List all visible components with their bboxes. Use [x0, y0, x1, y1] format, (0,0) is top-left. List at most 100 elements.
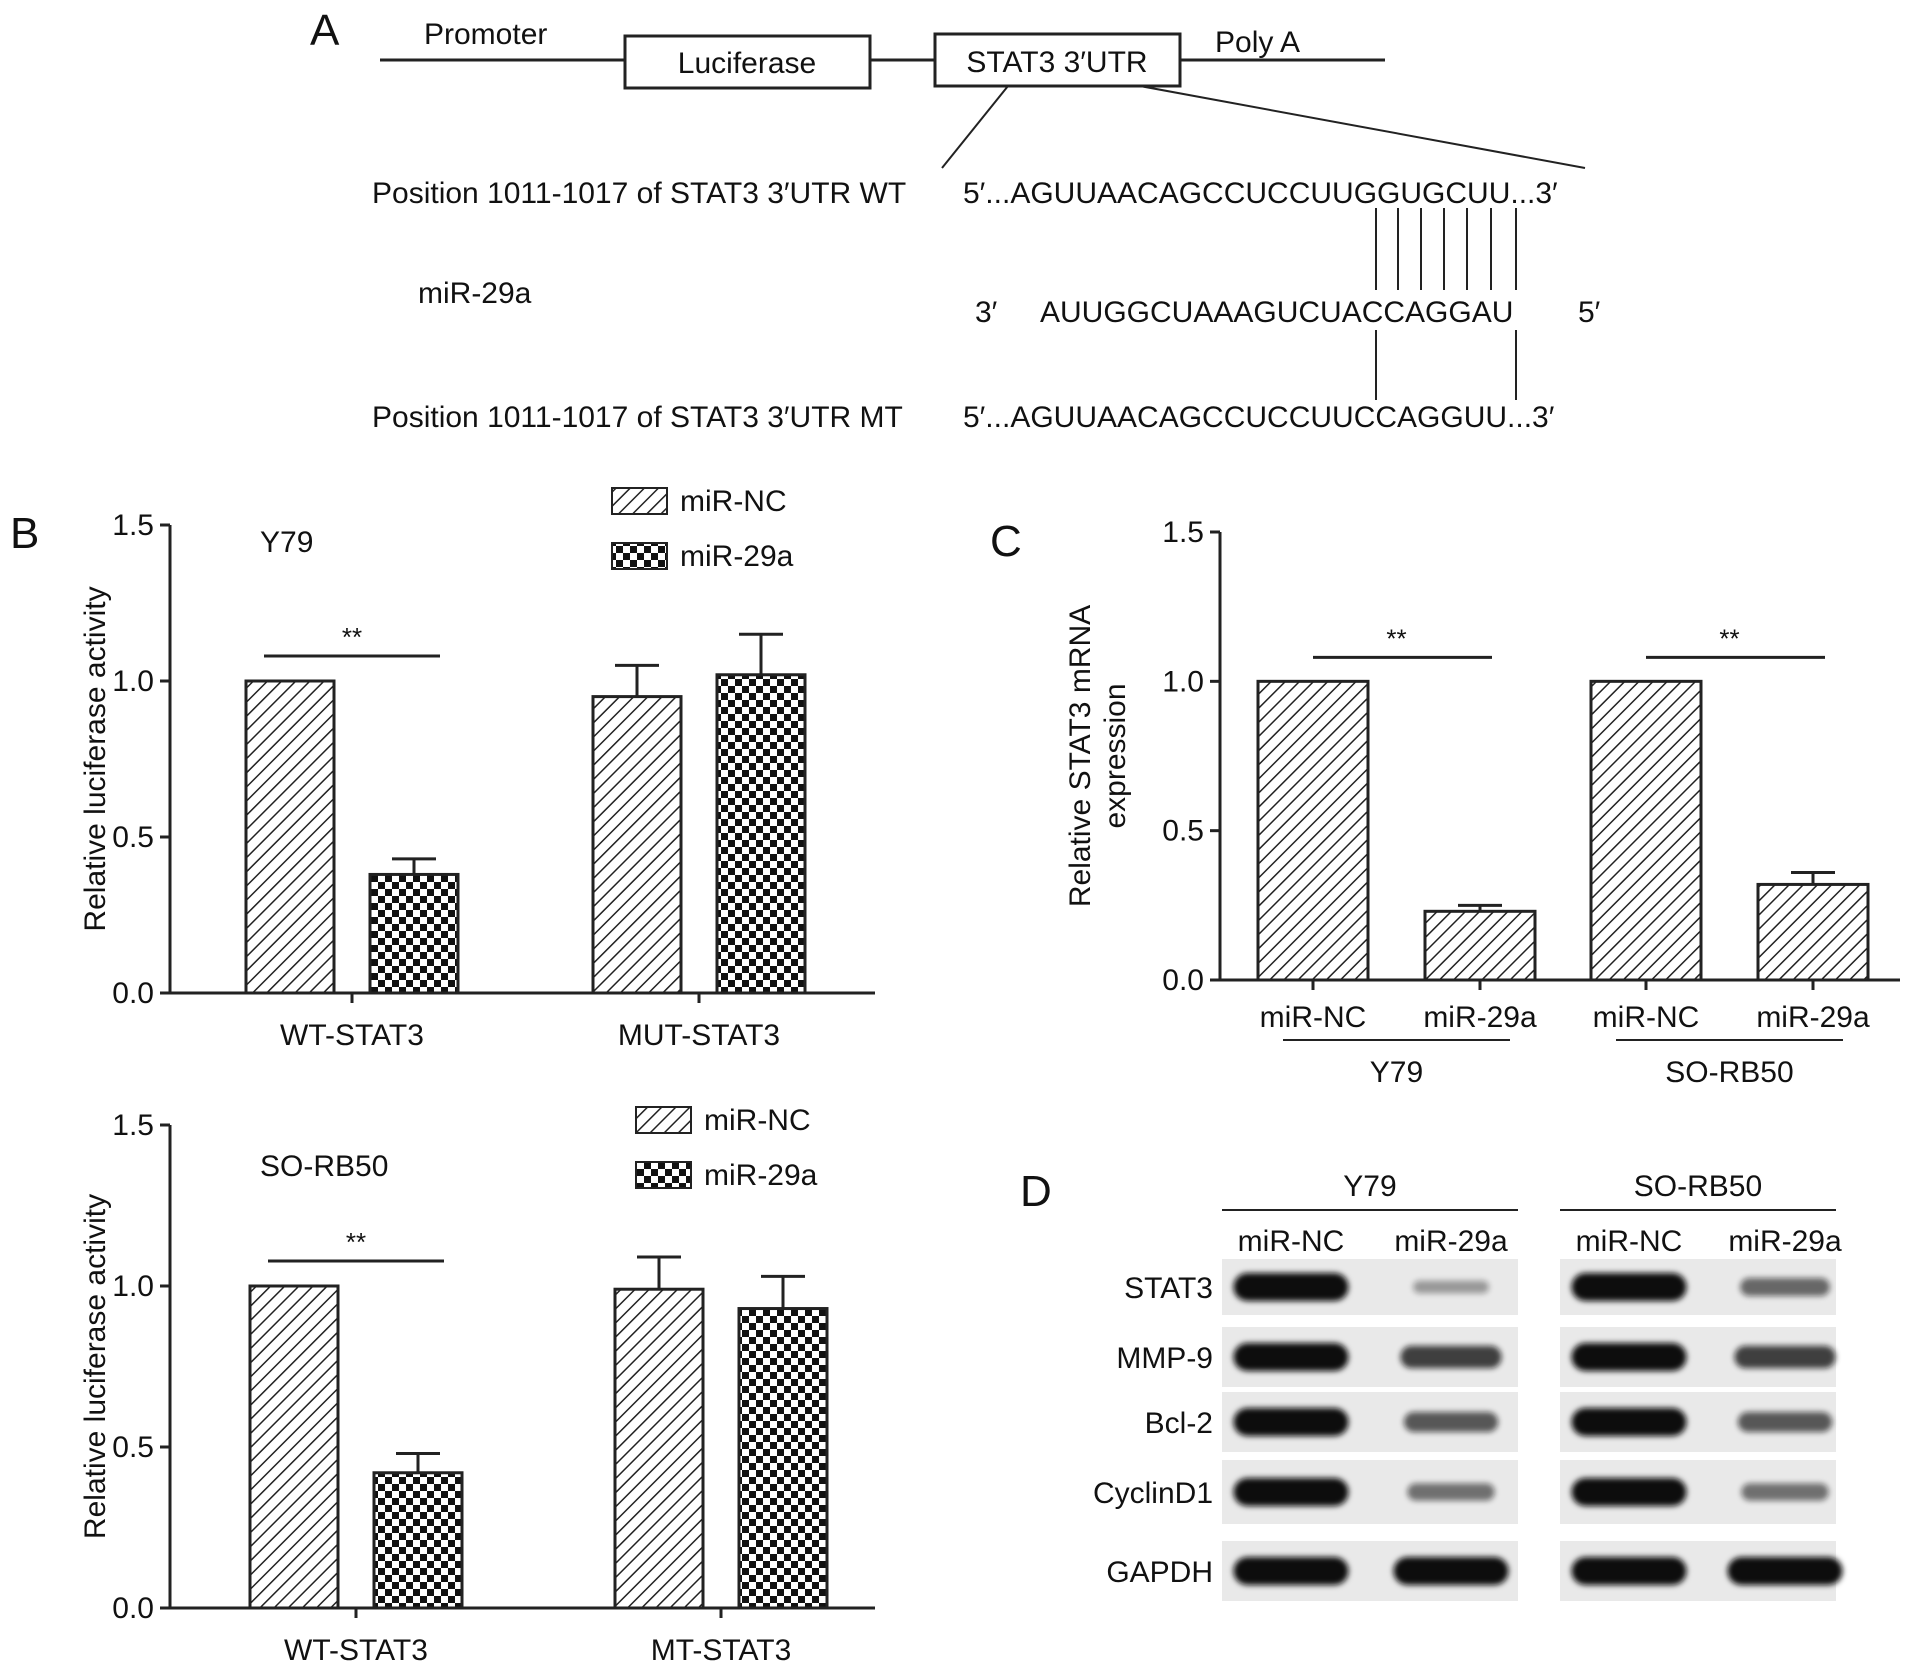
blot-band	[1734, 1345, 1836, 1369]
y-axis-title: expression	[1099, 683, 1132, 828]
bar-mir-nc	[591, 695, 683, 995]
zoom-line-left	[941, 85, 1009, 169]
bar-mir-nc	[244, 679, 336, 995]
cell-line-label: SO-RB50	[260, 1150, 388, 1183]
y-axis-title: Relative luciferase activity	[79, 586, 112, 931]
blot-band	[1727, 1557, 1843, 1585]
legend-swatch-mir-29a	[635, 1161, 692, 1189]
cell-line-label: Y79	[260, 526, 313, 559]
y-tick-label: 0.5	[112, 821, 154, 854]
panel-b-label: B	[10, 509, 39, 558]
legend-swatch-mir-29a	[611, 542, 668, 570]
blot-band	[1571, 1557, 1687, 1585]
y-tick-label: 1.5	[112, 509, 154, 542]
bar	[1589, 679, 1703, 982]
blot-band	[1233, 1478, 1349, 1506]
bar-mir-29a	[715, 673, 807, 995]
mir-name: miR-29a	[418, 277, 532, 310]
blot-row-label: STAT3	[1124, 1272, 1213, 1305]
stat3-mrna-chart: 0.0 0.5 1.0 1.5 Relative STAT3 mRNA expressio…	[1064, 516, 1900, 1089]
mt-five-prime: 5′...	[963, 401, 1010, 434]
significance-label: **	[1386, 623, 1406, 653]
legend-label: miR-29a	[704, 1159, 818, 1192]
blot-band	[1403, 1412, 1499, 1432]
mir-sequence: AUUGGCUAAAGUCUACCAGGAU	[1040, 296, 1513, 329]
utr-label: STAT3 3′UTR	[966, 46, 1147, 79]
blot-band	[1233, 1408, 1349, 1436]
promoter-label: Promoter	[424, 18, 547, 51]
y-axis-title: Relative STAT3 mRNA	[1064, 605, 1097, 907]
mt-prefix: AGUUAACAGCCUCCUU	[1010, 401, 1353, 434]
significance-label: **	[346, 1227, 366, 1257]
blot-band	[1740, 1277, 1830, 1297]
significance-label: **	[342, 622, 362, 652]
wt-sequence: 5′...AGUUAACAGCCUCCUUGGUGCUU...3′	[963, 177, 1558, 210]
bar-mir-nc	[613, 1287, 705, 1610]
wt-seed-site: GGUGCU	[1354, 177, 1489, 210]
mt-name: Position 1011-1017 of STAT3 3′UTR MT	[372, 401, 903, 434]
western-blot: Y79 SO-RB50 miR-NC miR-29a miR-NC miR-29a STAT…	[1093, 1170, 1843, 1601]
mt-suffix: U...3′	[1485, 401, 1554, 434]
bar-mir-nc	[248, 1284, 340, 1610]
wt-suffix: U...3′	[1489, 177, 1558, 210]
blot-group-label: Y79	[1343, 1170, 1396, 1203]
y-tick-label: 0.0	[112, 977, 154, 1010]
y-tick-label: 1.5	[112, 1109, 154, 1142]
y-axis-title: Relative luciferase activity	[79, 1194, 112, 1539]
blot-band	[1571, 1343, 1687, 1371]
blot-lane-label: miR-29a	[1728, 1225, 1842, 1258]
y-tick-label: 1.0	[1162, 665, 1204, 698]
blot-lane-label: miR-NC	[1576, 1225, 1683, 1258]
panel-d: D Y79 SO-RB50 miR-NC miR-29a miR-NC miR-29a ST…	[1020, 1167, 1843, 1601]
panel-a-label: A	[310, 6, 340, 55]
panel-a: A Promoter Luciferase STAT3 3′UTR Poly A…	[310, 6, 1601, 434]
wt-five-prime: 5′...	[963, 177, 1010, 210]
blot-band	[1233, 1343, 1349, 1371]
blot-lane-label: miR-NC	[1238, 1225, 1345, 1258]
blot-row-label: Bcl-2	[1145, 1407, 1213, 1440]
x-tick-label: miR-NC	[1260, 1001, 1367, 1034]
bar-mir-29a	[737, 1307, 829, 1610]
mt-pairing-lines	[1375, 330, 1517, 400]
luciferase-label: Luciferase	[678, 47, 816, 80]
mir-five-prime: 5′	[1578, 296, 1601, 329]
blot-band	[1571, 1273, 1687, 1301]
legend-label: miR-NC	[704, 1104, 811, 1137]
mir-three-prime: 3′	[975, 296, 998, 329]
bar	[1756, 882, 1870, 982]
blot-band	[1741, 1483, 1829, 1501]
legend-swatch-mir-nc	[635, 1106, 692, 1134]
y-tick-label: 0.5	[112, 1431, 154, 1464]
blot-row-label: GAPDH	[1106, 1556, 1213, 1589]
bar	[1423, 909, 1537, 982]
wt-pairing-lines	[1375, 208, 1517, 290]
x-tick-label: miR-NC	[1593, 1001, 1700, 1034]
blot-band	[1393, 1557, 1509, 1585]
y-tick-label: 0.0	[1162, 964, 1204, 997]
blot-row-label: MMP-9	[1116, 1342, 1213, 1375]
group-label: Y79	[1370, 1056, 1423, 1089]
x-tick-label: WT-STAT3	[284, 1634, 428, 1667]
significance-label: **	[1719, 623, 1739, 653]
blot-band	[1233, 1557, 1349, 1585]
bar-mir-29a	[372, 1471, 464, 1610]
y-tick-label: 0.5	[1162, 815, 1204, 848]
x-tick-label: MT-STAT3	[651, 1634, 792, 1667]
utr-box	[933, 32, 1182, 88]
legend-swatch-mir-nc	[611, 487, 668, 515]
blot-band	[1413, 1280, 1489, 1294]
panel-d-label: D	[1020, 1167, 1052, 1216]
blot-band	[1407, 1483, 1495, 1501]
blot-group-label: SO-RB50	[1634, 1170, 1762, 1203]
zoom-line-right	[1139, 85, 1586, 169]
blot-lane-label: miR-29a	[1394, 1225, 1508, 1258]
y-tick-label: 0.0	[112, 1592, 154, 1625]
panel-c: C 0.0 0.5 1.0 1.5 Relative STAT3 mRNA express…	[990, 516, 1900, 1089]
luciferase-chart-y79: 0.0 0.5 1.0 1.5 Relative luciferase activity…	[79, 485, 875, 1052]
panel-c-label: C	[990, 517, 1022, 566]
x-tick-label: miR-29a	[1423, 1001, 1537, 1034]
blot-band	[1571, 1408, 1687, 1436]
panel-b: B 0.0 0.5 1.0 1.5 Relative luciferase activi…	[10, 485, 875, 1667]
bar-mir-29a	[368, 872, 460, 995]
